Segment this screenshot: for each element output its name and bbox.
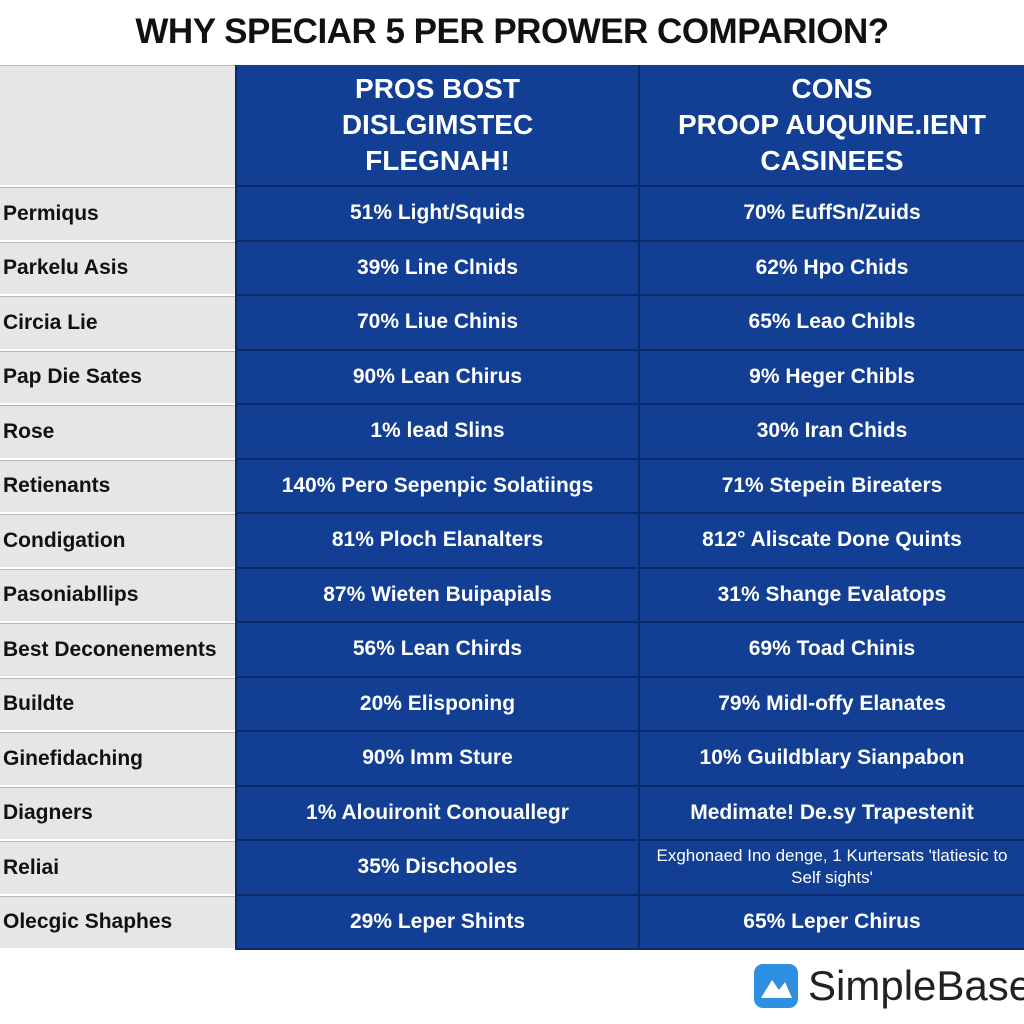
header-line: FLEGNAH! <box>365 145 510 176</box>
row-label: Rose <box>0 405 235 460</box>
table-cell: 90% Imm Sture <box>235 732 638 787</box>
row-label: Pasoniabllips <box>0 568 235 623</box>
table-cell: 79% Midl-offy Elanates <box>638 677 1024 732</box>
header-line: PROS BOST <box>355 73 520 104</box>
row-label: Buildte <box>0 677 235 732</box>
header-line: PROOP AUQUINE.IENT <box>677 109 987 140</box>
table-cell: 71% Stepein Bireaters <box>638 459 1024 514</box>
table-cell: 31% Shange Evalatops <box>638 568 1024 623</box>
table-cell: Exghonaed Ino denge, 1 Kurtersats 'tlati… <box>638 841 1024 896</box>
table-cell: 70% Liue Chinis <box>235 296 638 351</box>
table-cell: 62% Hpo Chids <box>638 241 1024 296</box>
table-cell: 70% EuffSn/Zuids <box>638 187 1024 242</box>
row-label: Pap Die Sates <box>0 350 235 405</box>
table-cell: 51% Light/Squids <box>235 187 638 242</box>
row-label: Reliai <box>0 841 235 896</box>
footer-logo: SimpleBase <box>752 962 1024 1010</box>
table-cell: 87% Wieten Buipapials <box>235 568 638 623</box>
table-cell: 1% lead Slins <box>235 405 638 460</box>
row-label: Diagners <box>0 786 235 841</box>
table-cell: 65% Leper Chirus <box>638 895 1024 950</box>
table-cell: 81% Ploch Elanalters <box>235 514 638 569</box>
row-label: Olecgic Shaphes <box>0 895 235 950</box>
page-title: WHY SPECIAR 5 PER PROWER COMPARION? <box>135 12 889 51</box>
header-cell <box>0 65 235 187</box>
header-cell: CONS PROOP AUQUINE.IENT CASINEES <box>638 65 1024 187</box>
row-label: Circia Lie <box>0 296 235 351</box>
table-cell: 69% Toad Chinis <box>638 623 1024 678</box>
table-cell: 35% Dischooles <box>235 841 638 896</box>
table-cell: 1% Alouironit Conouallegr <box>235 786 638 841</box>
table-cell: 9% Heger Chibls <box>638 350 1024 405</box>
logo-icon <box>754 964 798 1008</box>
table-cell: Medimate! De.sy Trapestenit <box>638 786 1024 841</box>
row-label: Ginefidaching <box>0 732 235 787</box>
table-cell: 10% Guildblary Sianpabon <box>638 732 1024 787</box>
row-label: Condigation <box>0 514 235 569</box>
table-cell: 65% Leao Chibls <box>638 296 1024 351</box>
table-cell: 29% Leper Shints <box>235 895 638 950</box>
row-label: Retienants <box>0 459 235 514</box>
brand-name: SimpleBase <box>808 962 1024 1009</box>
header-line: CASINEES <box>760 145 904 176</box>
table-cell: 30% Iran Chids <box>638 405 1024 460</box>
row-label: Best Deconenements <box>0 623 235 678</box>
header-line: CONS <box>791 73 873 104</box>
table-cell: 56% Lean Chirds <box>235 623 638 678</box>
header-cell: PROS BOST DISLGIMSTEC FLEGNAH! <box>235 65 638 187</box>
table-cell: 20% Elisponing <box>235 677 638 732</box>
row-label: Parkelu Asis <box>0 241 235 296</box>
table-cell: 140% Pero Sepenpic Solatiings <box>235 459 638 514</box>
table-cell: 812° Aliscate Done Quints <box>638 514 1024 569</box>
header-line: DISLGIMSTEC <box>341 109 534 140</box>
table-cell: 90% Lean Chirus <box>235 350 638 405</box>
comparison-table: PROS BOST DISLGIMSTEC FLEGNAH! CONS PROOP AU… <box>0 65 1024 950</box>
table-cell: 39% Line Clnids <box>235 241 638 296</box>
row-label: Permiqus <box>0 187 235 242</box>
